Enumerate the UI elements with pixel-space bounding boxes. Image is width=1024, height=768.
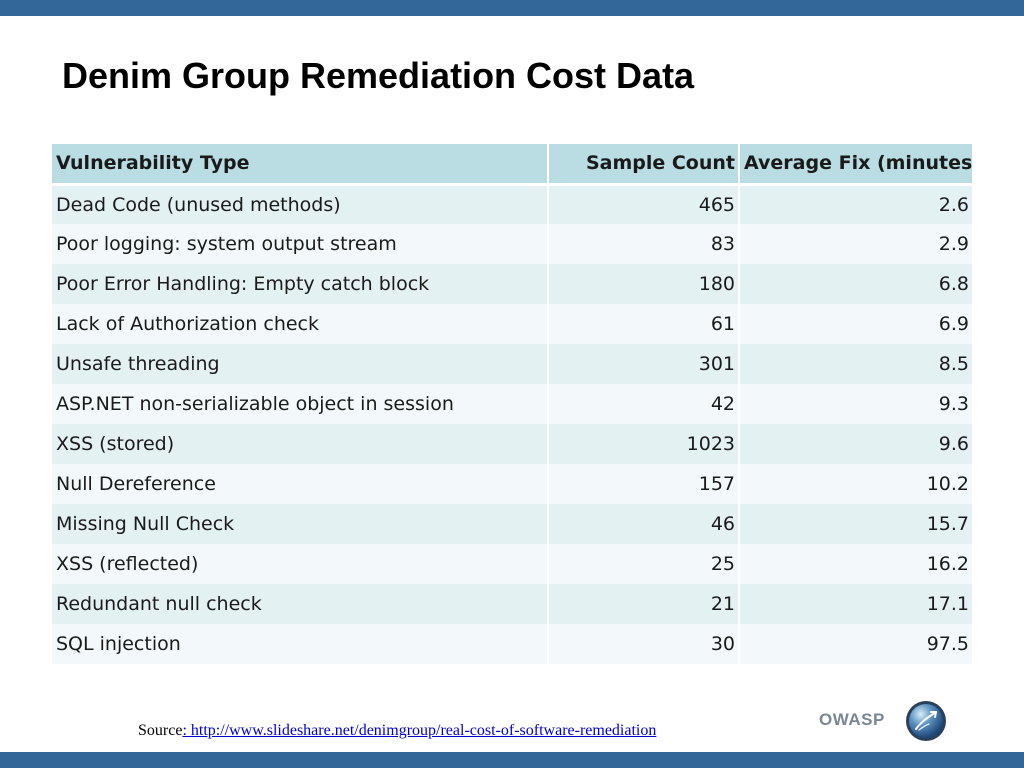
source-citation: Source: http://www.slideshare.net/denimg… <box>138 722 656 740</box>
average-fix-cell: 9.6 <box>739 424 972 464</box>
vulnerability-type-cell: Poor Error Handling: Empty catch block <box>52 264 549 304</box>
table-row: Lack of Authorization check 61 6.9 <box>52 304 972 344</box>
sample-count-cell: 180 <box>548 264 740 304</box>
table-row: XSS (stored) 1023 9.6 <box>52 424 972 464</box>
sample-count-cell: 1023 <box>548 424 740 464</box>
table-row: Missing Null Check 46 15.7 <box>52 504 972 544</box>
vulnerability-type-cell: Missing Null Check <box>52 504 549 544</box>
vulnerability-type-cell: Redundant null check <box>52 584 549 624</box>
sample-count-cell: 42 <box>548 384 740 424</box>
source-label: Source <box>138 722 183 739</box>
table-row: XSS (reflected) 25 16.2 <box>52 544 972 584</box>
table-row: Dead Code (unused methods) 465 2.6 <box>52 184 972 224</box>
table-header-row: Vulnerability Type Sample Count Average … <box>52 144 972 186</box>
sample-count-cell: 465 <box>548 184 740 224</box>
bottom-accent-bar <box>0 752 1024 768</box>
vulnerability-type-cell: SQL injection <box>52 624 549 664</box>
source-link[interactable]: : http://www.slideshare.net/denimgroup/r… <box>182 722 657 739</box>
owasp-brand-text: OWASP <box>819 710 885 729</box>
average-fix-cell: 16.2 <box>739 544 972 584</box>
vulnerability-type-cell: Null Dereference <box>52 464 549 504</box>
average-fix-cell: 6.9 <box>739 304 972 344</box>
vulnerability-type-cell: Poor logging: system output stream <box>52 224 549 264</box>
table-row: Unsafe threading 301 8.5 <box>52 344 972 384</box>
vulnerability-type-cell: Unsafe threading <box>52 344 549 384</box>
remediation-cost-table: Vulnerability Type Sample Count Average … <box>52 144 972 664</box>
slide-title: Denim Group Remediation Cost Data <box>62 55 695 96</box>
average-fix-cell: 9.3 <box>739 384 972 424</box>
vulnerability-type-cell: XSS (stored) <box>52 424 549 464</box>
vulnerability-type-cell: Lack of Authorization check <box>52 304 549 344</box>
table-row: ASP.NET non-serializable object in sessi… <box>52 384 972 424</box>
table-row: Redundant null check 21 17.1 <box>52 584 972 624</box>
table-row: Null Dereference 157 10.2 <box>52 464 972 504</box>
average-fix-cell: 6.8 <box>739 264 972 304</box>
average-fix-cell: 2.9 <box>739 224 972 264</box>
owasp-globe-icon <box>906 701 946 741</box>
top-accent-bar <box>0 0 1024 16</box>
average-fix-cell: 17.1 <box>739 584 972 624</box>
table-row: Poor Error Handling: Empty catch block 1… <box>52 264 972 304</box>
table-row: SQL injection 30 97.5 <box>52 624 972 664</box>
table-row: Poor logging: system output stream 83 2.… <box>52 224 972 264</box>
sample-count-cell: 21 <box>548 584 740 624</box>
sample-count-cell: 157 <box>548 464 740 504</box>
average-fix-cell: 97.5 <box>739 624 972 664</box>
column-header-average-fix: Average Fix (minutes) <box>739 144 972 186</box>
column-header-sample-count: Sample Count <box>548 144 740 186</box>
vulnerability-type-cell: XSS (reflected) <box>52 544 549 584</box>
average-fix-cell: 10.2 <box>739 464 972 504</box>
sample-count-cell: 46 <box>548 504 740 544</box>
sample-count-cell: 30 <box>548 624 740 664</box>
average-fix-cell: 15.7 <box>739 504 972 544</box>
average-fix-cell: 2.6 <box>739 184 972 224</box>
sample-count-cell: 83 <box>548 224 740 264</box>
vulnerability-type-cell: Dead Code (unused methods) <box>52 184 549 224</box>
column-header-vulnerability-type: Vulnerability Type <box>52 144 549 186</box>
average-fix-cell: 8.5 <box>739 344 972 384</box>
sample-count-cell: 301 <box>548 344 740 384</box>
vulnerability-type-cell: ASP.NET non-serializable object in sessi… <box>52 384 549 424</box>
sample-count-cell: 61 <box>548 304 740 344</box>
sample-count-cell: 25 <box>548 544 740 584</box>
